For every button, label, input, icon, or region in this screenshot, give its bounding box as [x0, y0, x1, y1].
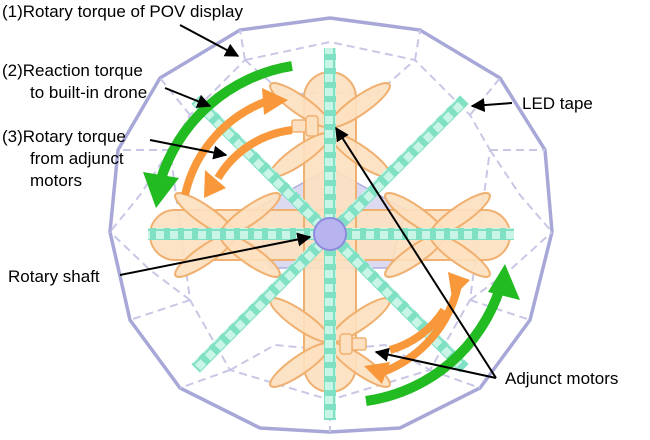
label-rotary-shaft: Rotary shaft	[8, 267, 100, 286]
green-arrow-heads	[143, 172, 520, 300]
adjunct-motor-bottom	[339, 333, 367, 355]
rotary-shaft	[313, 217, 347, 251]
label-adjunct-torque-motors: motors	[30, 171, 82, 190]
label-adjunct-motors: Adjunct motors	[505, 369, 618, 388]
leader-lines	[119, 24, 513, 379]
label-led-tape: LED tape	[522, 94, 593, 113]
label-adjunct-torque-from: from adjunct	[30, 149, 124, 168]
orange-arrow-heads	[204, 88, 470, 384]
label-rotary-torque-pov: (1)Rotary torque of POV display	[2, 2, 243, 21]
label-reaction-torque: (2)Reaction torque	[2, 61, 143, 80]
orange-torque-arrows	[181, 96, 462, 376]
label-adjunct-torque: (3)Rotary torque	[2, 127, 126, 146]
label-reaction-torque-drone: to built-in drone	[30, 83, 147, 102]
propellers	[174, 82, 491, 388]
adjunct-motor-top	[291, 115, 319, 137]
